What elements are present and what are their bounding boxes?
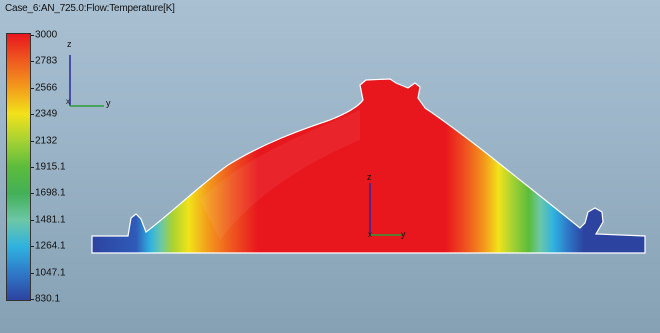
legend-tick bbox=[31, 246, 34, 248]
legend-value-label: 2566 bbox=[35, 82, 58, 94]
legend-value-label: 1915.1 bbox=[35, 161, 66, 173]
legend-tick bbox=[31, 61, 34, 63]
triad-center-x: x bbox=[368, 230, 372, 239]
legend-value-label: 1698.1 bbox=[35, 187, 66, 199]
legend-value-label: 1481.1 bbox=[35, 214, 66, 226]
legend-tick bbox=[31, 299, 34, 300]
triad-center-y: y bbox=[401, 229, 406, 239]
triad-center-z: z bbox=[367, 172, 372, 182]
triad-corner-z: z bbox=[67, 39, 72, 49]
legend-tick bbox=[31, 219, 34, 221]
legend-tick bbox=[31, 272, 34, 274]
legend-tick bbox=[31, 167, 34, 168]
legend-value-label: 1047.1 bbox=[35, 267, 66, 279]
legend-value-label: 2783 bbox=[35, 55, 58, 67]
legend-value-label: 3000 bbox=[35, 29, 58, 41]
legend-value-label: 1264.1 bbox=[35, 240, 66, 252]
legend-value-label: 2132 bbox=[35, 135, 58, 147]
axis-triad-corner: z x y bbox=[66, 39, 111, 108]
legend-value-label: 2349 bbox=[35, 108, 58, 120]
triad-corner-x: x bbox=[66, 97, 70, 106]
temperature-field[interactable] bbox=[91, 78, 646, 254]
axis-triad-center: z x y bbox=[367, 172, 406, 239]
legend-value-label: 830.1 bbox=[35, 293, 61, 305]
legend-tick bbox=[31, 193, 34, 195]
legend-tick bbox=[31, 35, 34, 36]
legend-tick bbox=[31, 87, 34, 89]
triad-corner-y: y bbox=[106, 98, 111, 108]
legend-tick bbox=[31, 114, 34, 116]
field-shading bbox=[200, 110, 360, 240]
color-legend-bar bbox=[6, 33, 31, 301]
result-title: Case_6:AN_725.0:Flow:Temperature[K] bbox=[5, 3, 175, 14]
legend-tick bbox=[31, 140, 34, 142]
